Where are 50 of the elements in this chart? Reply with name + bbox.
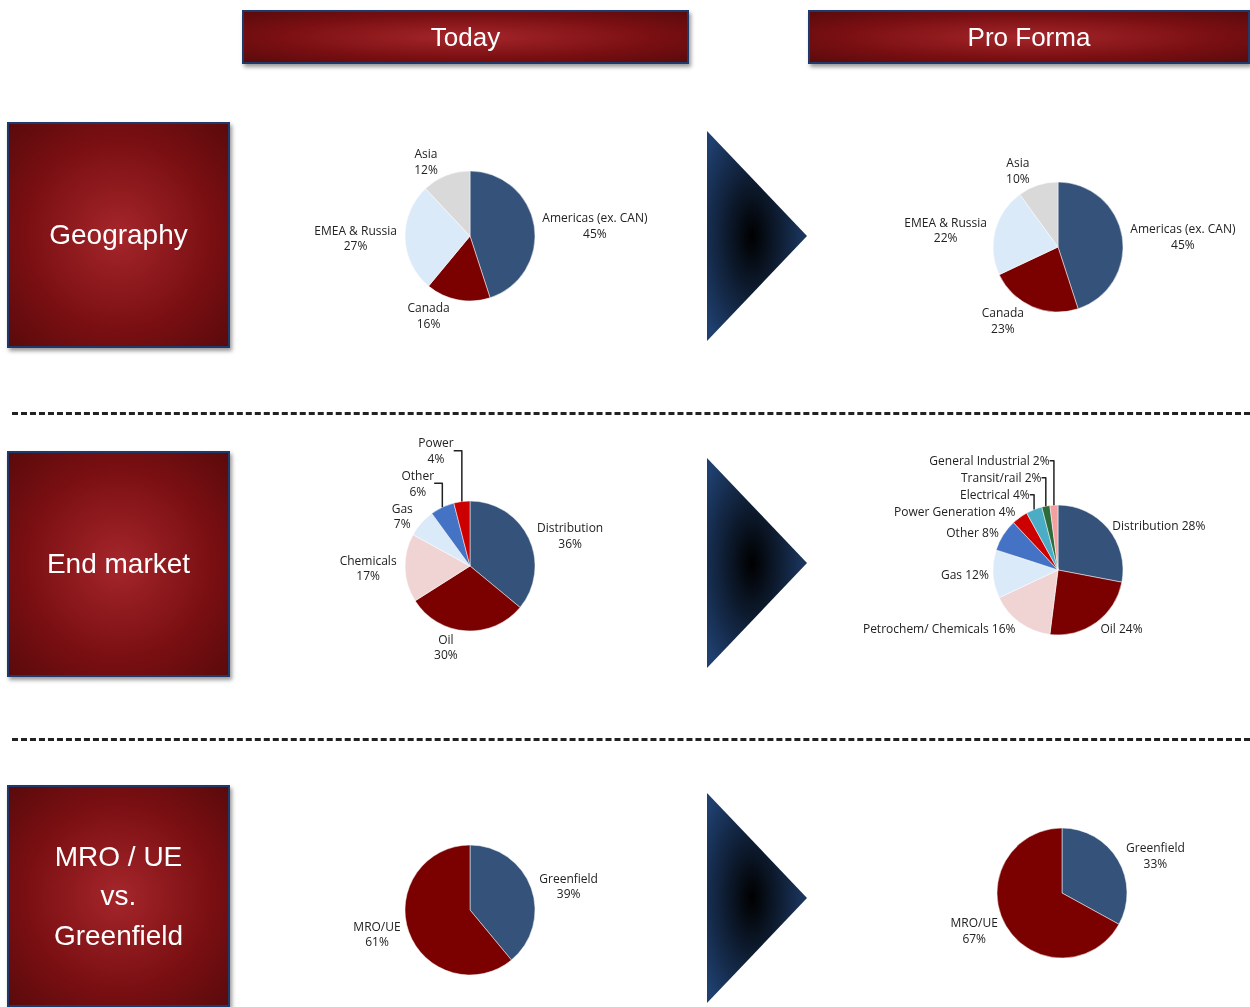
- slice-label: Other 8%: [946, 524, 999, 542]
- slice-label: Power: [418, 434, 454, 452]
- text: MRO / UE vs. Greenfield: [52, 840, 185, 953]
- data-label: 7%: [393, 515, 411, 533]
- slice-label: Petrochem/ Chemicals 16%: [862, 619, 1016, 637]
- slice-label: MRO/UE: [950, 914, 998, 932]
- data-label: 33%: [1143, 854, 1168, 872]
- slice-label: Greenfield: [539, 869, 598, 887]
- data-label: 30%: [434, 646, 458, 664]
- text: Geography: [49, 218, 188, 253]
- slice-label: EMEA & Russia: [314, 221, 397, 239]
- slice-label: Transit/rail 2%: [960, 469, 1042, 487]
- data-label: 16%: [416, 314, 441, 332]
- slice-label: Asia: [1006, 154, 1030, 172]
- data-label: 12%: [414, 160, 438, 178]
- data-label: 36%: [558, 534, 582, 552]
- data-label: 45%: [1171, 235, 1195, 253]
- slice-label: Oil: [438, 630, 454, 648]
- slice-label: Asia: [414, 145, 438, 163]
- slice-label: General Industrial 2%: [929, 452, 1050, 470]
- data-label: 6%: [409, 482, 427, 500]
- text: Today: [430, 20, 501, 54]
- data-label: 61%: [365, 933, 389, 951]
- data-label: 22%: [933, 229, 958, 247]
- slice-label: Electrical 4%: [960, 486, 1030, 504]
- slice-label: Distribution 28%: [1112, 516, 1206, 534]
- data-label: 23%: [991, 319, 1015, 337]
- slice-label: Americas (ex. CAN): [1130, 220, 1236, 238]
- data-label: 67%: [962, 929, 987, 947]
- slice-label: Chemicals: [339, 551, 397, 569]
- slice-label: Americas (ex. CAN): [542, 209, 648, 227]
- slice-label: Greenfield: [1126, 839, 1185, 857]
- slice-label: EMEA & Russia: [904, 213, 987, 231]
- data-label: 17%: [356, 567, 381, 585]
- slice-label: Gas 12%: [940, 565, 989, 583]
- slice-label: Distribution: [536, 519, 604, 537]
- data-label: 4%: [427, 449, 445, 467]
- text: End market: [46, 547, 191, 582]
- slice-label: Canada: [407, 299, 450, 317]
- slice-label: MRO/UE: [353, 917, 401, 935]
- data-label: 10%: [1006, 169, 1030, 187]
- slice-label: Canada: [981, 304, 1025, 322]
- data-label: 39%: [556, 885, 581, 903]
- text: Pro Forma: [967, 20, 1091, 54]
- data-label: 27%: [343, 237, 368, 255]
- slice-label: Gas: [391, 499, 414, 517]
- slice-label: Oil 24%: [1100, 619, 1143, 637]
- slice-label: Other: [401, 466, 435, 484]
- data-label: 45%: [583, 224, 607, 242]
- slice-label: Power Generation 4%: [894, 503, 1016, 521]
